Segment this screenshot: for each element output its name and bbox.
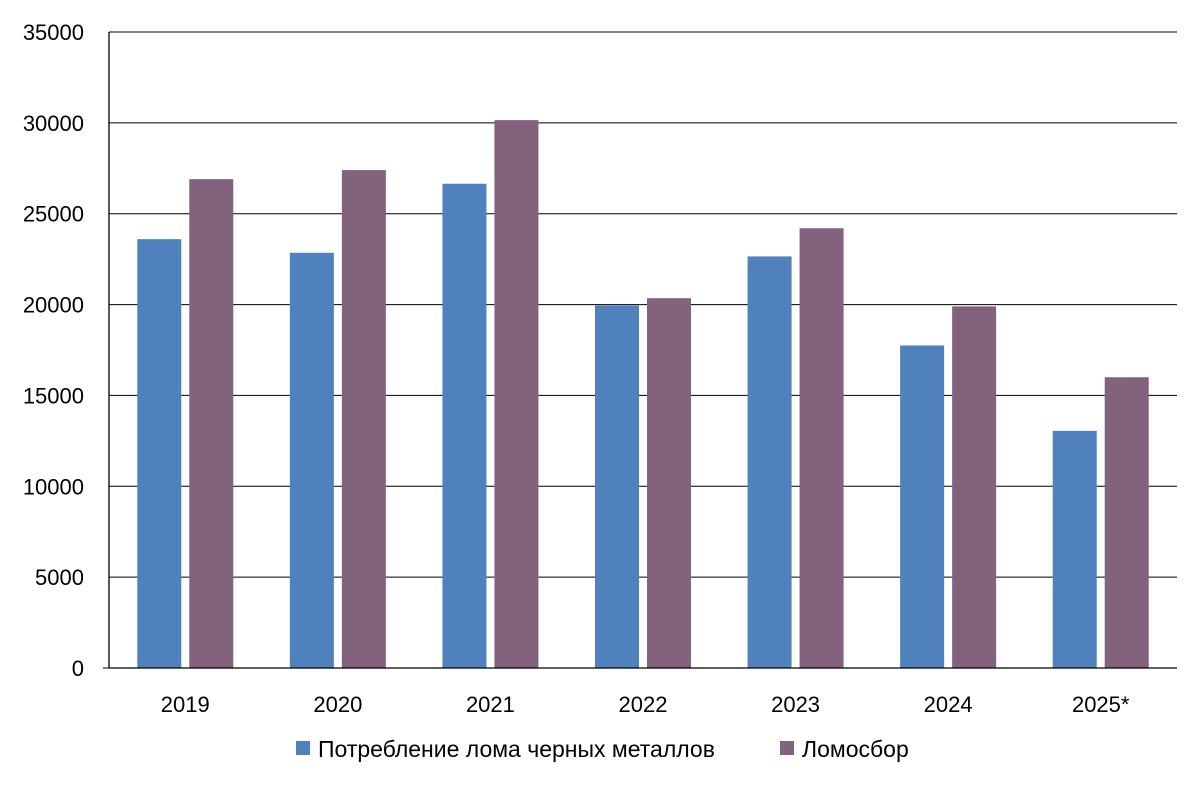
y-tick-label: 20000: [23, 293, 84, 318]
bar-consumption-2025: [1052, 430, 1097, 668]
y-tick-label: 15000: [23, 383, 84, 408]
bar-collection-2021: [494, 120, 539, 669]
bar-collection-2022: [647, 298, 691, 668]
legend-swatch-collection: [780, 741, 794, 755]
legend-label-collection: Ломосбор: [802, 736, 909, 762]
bar-consumption-2021: [442, 183, 487, 668]
bar-collection-2025: [1104, 377, 1149, 668]
bar-consumption-2024: [900, 345, 945, 668]
x-tick-label: 2024: [924, 692, 973, 717]
x-axis-ticks: 2019 2020 2021 2022 2023 2024 2025*: [161, 692, 1130, 717]
bar-collection-2020: [341, 170, 386, 669]
bar-consumption-2022: [595, 305, 639, 668]
bar-collection-2024: [952, 306, 997, 668]
y-tick-label: 0: [72, 656, 84, 681]
y-axis-ticks: 0 5000 10000 15000 20000 25000 30000 35000: [23, 20, 84, 681]
x-tick-label: 2022: [619, 692, 668, 717]
bars: [137, 120, 1149, 669]
y-tick-label: 35000: [23, 20, 84, 45]
legend-label-consumption: Потребление лома черных металлов: [318, 736, 715, 762]
x-tick-label: 2020: [313, 692, 362, 717]
bar-consumption-2019: [137, 239, 182, 668]
bar-collection-2023: [799, 228, 844, 668]
y-tick-label: 30000: [23, 111, 84, 136]
x-tick-label: 2021: [466, 692, 515, 717]
y-tick-label: 10000: [23, 474, 84, 499]
axes: [103, 32, 1177, 669]
x-tick-label: 2023: [771, 692, 820, 717]
x-tick-label: 2025*: [1072, 692, 1130, 717]
bar-consumption-2023: [747, 256, 792, 668]
y-tick-label: 25000: [23, 202, 84, 227]
legend-swatch-consumption: [296, 741, 310, 755]
grid-lines: [109, 31, 1177, 578]
legend: Потребление лома черных металлов Ломосбор: [296, 736, 909, 762]
bar-collection-2019: [189, 179, 234, 668]
bar-consumption-2020: [289, 252, 334, 669]
x-tick-label: 2019: [161, 692, 210, 717]
y-tick-label: 5000: [35, 565, 84, 590]
